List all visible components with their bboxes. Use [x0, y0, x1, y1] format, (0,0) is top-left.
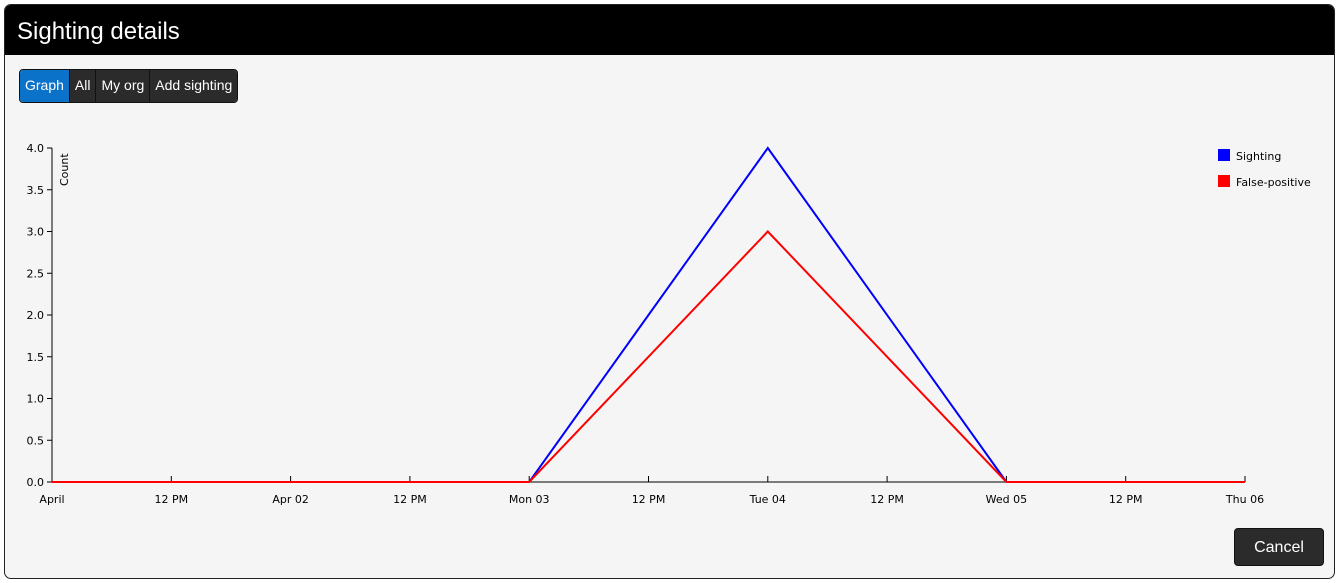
x-tick-label: 12 PM: [1109, 493, 1143, 506]
y-tick-label: 3.0: [27, 226, 45, 239]
x-tick-label: Mon 03: [509, 493, 550, 506]
x-tick-label: Thu 06: [1225, 493, 1264, 506]
y-axis-label: Count: [58, 153, 71, 186]
legend-swatch: [1218, 149, 1230, 161]
tab-my-org[interactable]: My org: [96, 70, 151, 102]
x-tick-label: 12 PM: [154, 493, 188, 506]
legend-label: False-positive: [1236, 176, 1311, 189]
y-tick-label: 1.0: [27, 393, 45, 406]
series-line-sighting: [52, 146, 1245, 483]
tab-add-sighting[interactable]: Add sighting: [150, 70, 238, 102]
x-tick-label: Apr 02: [272, 493, 309, 506]
legend-label: Sighting: [1236, 150, 1281, 163]
x-tick-label: 12 PM: [870, 493, 904, 506]
y-tick-label: 3.5: [27, 184, 45, 197]
y-tick-label: 0.0: [27, 476, 45, 489]
x-tick-label: April: [39, 493, 64, 506]
sighting-tabs: Graph All My org Add sighting: [19, 69, 239, 103]
y-tick-label: 4.0: [27, 142, 45, 155]
y-tick-label: 2.0: [27, 309, 45, 322]
cancel-button[interactable]: Cancel: [1234, 528, 1324, 566]
y-tick-label: 2.5: [27, 267, 45, 280]
legend-swatch: [1218, 175, 1230, 187]
tab-all[interactable]: All: [69, 70, 97, 102]
y-tick-label: 0.5: [27, 434, 45, 447]
x-tick-label: Tue 04: [749, 493, 786, 506]
x-tick-label: Wed 05: [986, 493, 1027, 506]
y-tick-label: 1.5: [27, 351, 45, 364]
x-tick-label: 12 PM: [393, 493, 427, 506]
sighting-details-modal: Sighting details Graph All My org Add si…: [4, 4, 1335, 579]
modal-title: Sighting details: [5, 5, 1334, 55]
series-line-false-positive: [52, 230, 1245, 483]
x-tick-label: 12 PM: [632, 493, 666, 506]
tab-graph[interactable]: Graph: [20, 70, 70, 102]
